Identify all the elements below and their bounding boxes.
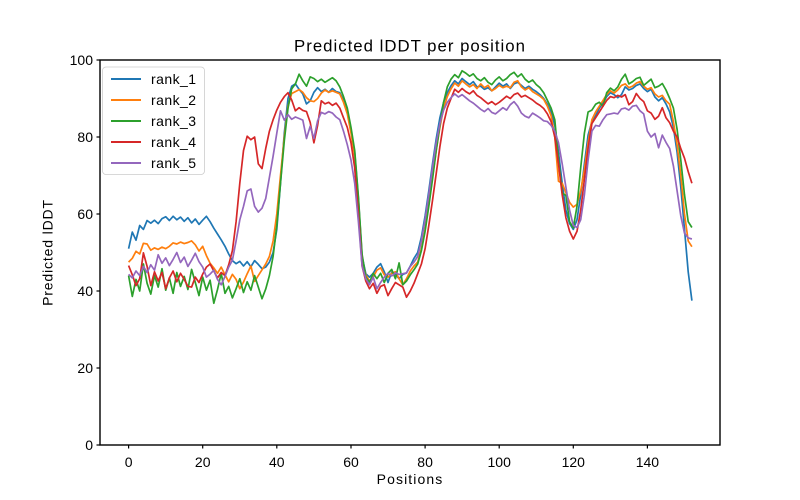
svg-text:60: 60	[343, 454, 359, 470]
svg-text:rank_5: rank_5	[151, 155, 197, 171]
svg-text:140: 140	[636, 454, 660, 470]
svg-text:80: 80	[77, 129, 93, 145]
svg-text:20: 20	[77, 360, 93, 376]
svg-text:rank_1: rank_1	[151, 71, 197, 87]
svg-text:100: 100	[70, 52, 94, 68]
svg-text:rank_2: rank_2	[151, 92, 197, 108]
svg-text:Predicted lDDT: Predicted lDDT	[40, 199, 56, 306]
svg-text:rank_4: rank_4	[151, 134, 197, 150]
svg-text:0: 0	[125, 454, 133, 470]
svg-text:Predicted lDDT per position: Predicted lDDT per position	[294, 37, 526, 56]
svg-text:60: 60	[77, 206, 93, 222]
svg-text:40: 40	[269, 454, 285, 470]
svg-text:Positions: Positions	[377, 471, 444, 487]
svg-text:80: 80	[417, 454, 433, 470]
svg-text:40: 40	[77, 283, 93, 299]
svg-text:120: 120	[562, 454, 586, 470]
svg-text:rank_3: rank_3	[151, 113, 197, 129]
svg-text:100: 100	[488, 454, 512, 470]
svg-text:20: 20	[195, 454, 211, 470]
svg-text:0: 0	[85, 437, 93, 453]
